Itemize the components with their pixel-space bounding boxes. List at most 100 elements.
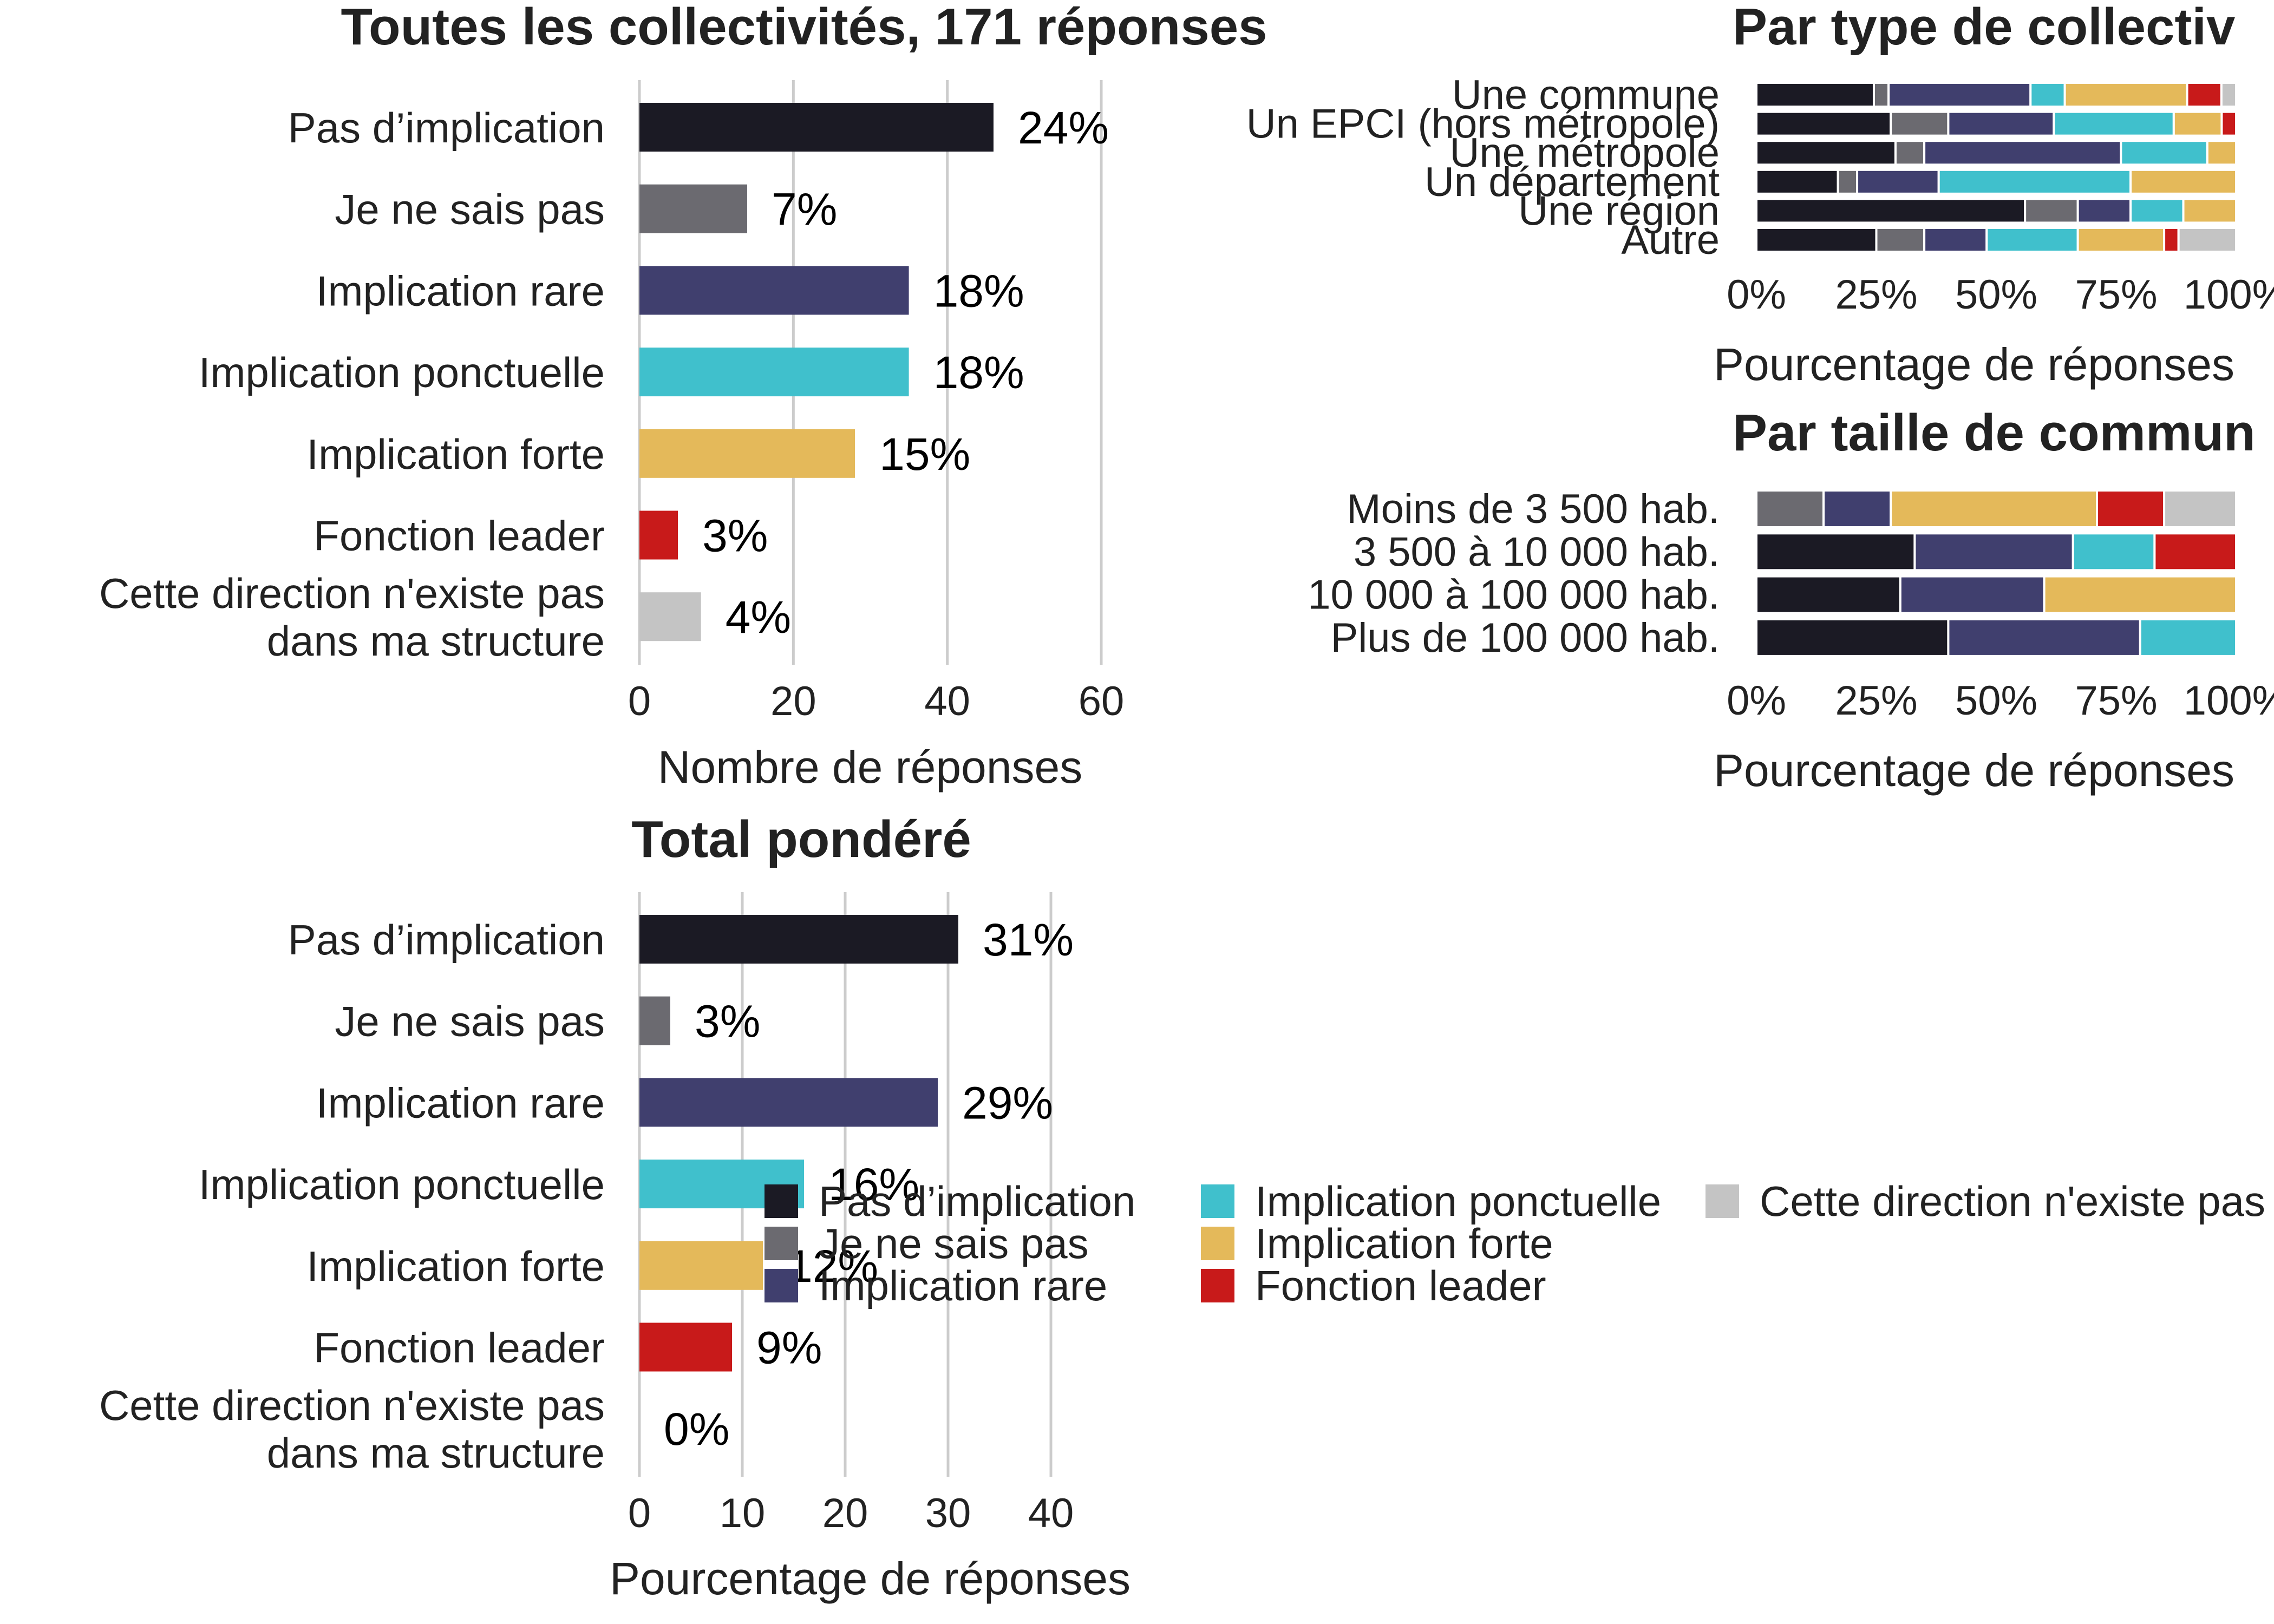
- category-label: Pas d’implication: [288, 104, 605, 152]
- data-label: 4%: [726, 592, 791, 643]
- stacked-segment: [2129, 198, 2185, 224]
- x-tick-label: 50%: [1955, 678, 2037, 724]
- category-label: Cette direction n'existe pas: [99, 569, 605, 617]
- stacked-segment: [2063, 82, 2188, 108]
- stacked-segment: [2163, 489, 2238, 528]
- stacked-segment: [2186, 82, 2223, 108]
- bar: [639, 184, 748, 233]
- category-label: Implication forte: [306, 430, 605, 478]
- x-tick-label: 20: [822, 1490, 868, 1536]
- stacked-segment: [1875, 227, 1926, 253]
- x-tick-label: 20: [770, 678, 816, 724]
- x-tick-label: 0: [628, 678, 651, 724]
- x-tick-label: 100%: [2184, 678, 2274, 724]
- bar: [639, 915, 958, 964]
- data-label: 16%: [828, 1159, 919, 1210]
- data-label: 29%: [962, 1077, 1053, 1128]
- category-label: dans ma structure: [267, 617, 605, 665]
- x-tick-label: 0%: [1727, 678, 1786, 724]
- stacked-segment: [2076, 198, 2132, 224]
- stacked-segment: [1947, 618, 2141, 657]
- legend-swatch: [764, 1227, 798, 1260]
- stacked-segment: [1890, 110, 1950, 137]
- stacked-segment: [1923, 140, 2122, 166]
- legend-label: Je ne sais pas: [819, 1220, 1089, 1267]
- data-label: 0%: [664, 1404, 729, 1455]
- x-tick-label: 0%: [1727, 272, 1786, 318]
- x-tick-label: 40: [924, 678, 970, 724]
- stacked-segment: [1755, 168, 1839, 195]
- legend-label: Implication forte: [1255, 1220, 1553, 1267]
- legend-label: Implication ponctuelle: [1255, 1177, 1661, 1225]
- panel-total-pondere: Total pondéré 0 10 20 30 40 Pas d’implication…: [99, 810, 1131, 1604]
- data-label: 9%: [756, 1322, 822, 1373]
- stacked-segment: [2053, 110, 2175, 137]
- category-label: Je ne sais pas: [335, 998, 605, 1045]
- bar: [639, 429, 855, 478]
- data-label: 24%: [1018, 102, 1109, 153]
- stacked-segment: [2206, 140, 2238, 166]
- stacked-segment: [2120, 140, 2208, 166]
- category-label: Implication rare: [316, 1079, 605, 1127]
- x-axis-label-par-type: Pourcentage de réponses: [1714, 339, 2234, 390]
- row-label: Une commune: [1452, 72, 1720, 118]
- panel-par-taille: Par taille de commun 0% 25% 50% 75% 100% Moin…: [1308, 404, 2274, 796]
- row-label: Une métropole: [1450, 130, 1720, 176]
- stacked-segment: [1755, 198, 2027, 224]
- stacked-segment: [1872, 82, 1890, 108]
- x-tick-label: 50%: [1955, 272, 2037, 318]
- x-tick-label: 75%: [2075, 678, 2157, 724]
- bar: [639, 348, 909, 397]
- panel-title-pondere: Total pondéré: [631, 810, 971, 868]
- bar: [639, 592, 701, 641]
- stacked-segment: [2072, 532, 2156, 572]
- bar: [639, 1322, 732, 1372]
- x-tick-label: 30: [925, 1490, 971, 1536]
- stacked-segment: [1837, 168, 1859, 195]
- x-tick-label: 60: [1079, 678, 1125, 724]
- x-axis-label-pondere: Pourcentage de réponses: [610, 1553, 1131, 1604]
- x-axis-label-par-taille: Pourcentage de réponses: [1714, 745, 2234, 796]
- data-label: 7%: [772, 184, 837, 235]
- row-label: Un EPCI (hors métropole): [1246, 101, 1720, 147]
- row-label: Autre: [1621, 217, 1720, 263]
- stacked-segment: [2129, 168, 2238, 195]
- panel-toutes-collectivites: Toutes les collectivités, 171 réponses 0…: [99, 0, 1267, 793]
- row-label: Un département: [1424, 159, 1720, 205]
- x-tick-label: 10: [720, 1490, 766, 1536]
- stacked-segment: [1899, 575, 2046, 614]
- stacked-segment: [2029, 82, 2066, 108]
- row-label: Plus de 100 000 hab.: [1331, 615, 1720, 661]
- stacked-segment: [2043, 575, 2238, 614]
- stacked-segment: [2024, 198, 2079, 224]
- stacked-segment: [2220, 110, 2237, 137]
- bar: [639, 996, 670, 1045]
- stacked-segment: [1755, 140, 1897, 166]
- legend-swatch: [1201, 1227, 1234, 1260]
- stacked-segment: [1890, 489, 2099, 528]
- category-label: Implication forte: [306, 1242, 605, 1290]
- legend-label: Cette direction n'existe pas: [1760, 1177, 2265, 1225]
- stacked-segment: [2096, 489, 2166, 528]
- category-label: Fonction leader: [313, 1324, 605, 1372]
- stacked-segment: [1894, 140, 1926, 166]
- stacked-segment: [1755, 110, 1892, 137]
- stacked-segment: [2153, 532, 2237, 572]
- bar: [639, 266, 909, 315]
- legend-swatch: [1201, 1184, 1234, 1218]
- stacked-segment: [1937, 168, 2132, 195]
- panel-title-toutes: Toutes les collectivités, 171 réponses: [341, 0, 1267, 56]
- bar: [639, 1241, 763, 1290]
- stacked-segment: [2076, 227, 2166, 253]
- stacked-segment: [1755, 532, 1916, 572]
- stacked-chart-par-taille: 0% 25% 50% 75% 100% Moins de 3 500 hab.3 500 …: [1308, 486, 2274, 724]
- bar-chart-toutes: 0 20 40 60 Pas d’implication 24% Je ne sais pa…: [99, 80, 1124, 724]
- data-label: 15%: [879, 429, 970, 480]
- stacked-segment: [2139, 618, 2238, 657]
- category-label: Implication ponctuelle: [199, 349, 605, 396]
- x-tick-label: 100%: [2184, 272, 2274, 318]
- stacked-segment: [2172, 110, 2223, 137]
- row-label: 3 500 à 10 000 hab.: [1354, 529, 1720, 575]
